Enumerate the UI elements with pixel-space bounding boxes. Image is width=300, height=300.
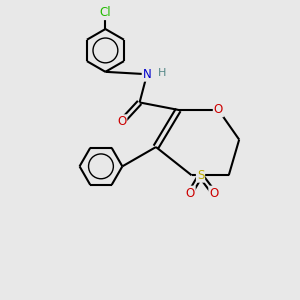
Text: H: H [158, 68, 167, 78]
Text: S: S [197, 169, 204, 182]
Text: O: O [117, 115, 126, 128]
Text: Cl: Cl [100, 6, 111, 19]
Text: N: N [143, 68, 152, 81]
Text: O: O [185, 187, 195, 200]
Text: O: O [209, 187, 218, 200]
Text: O: O [214, 103, 223, 116]
